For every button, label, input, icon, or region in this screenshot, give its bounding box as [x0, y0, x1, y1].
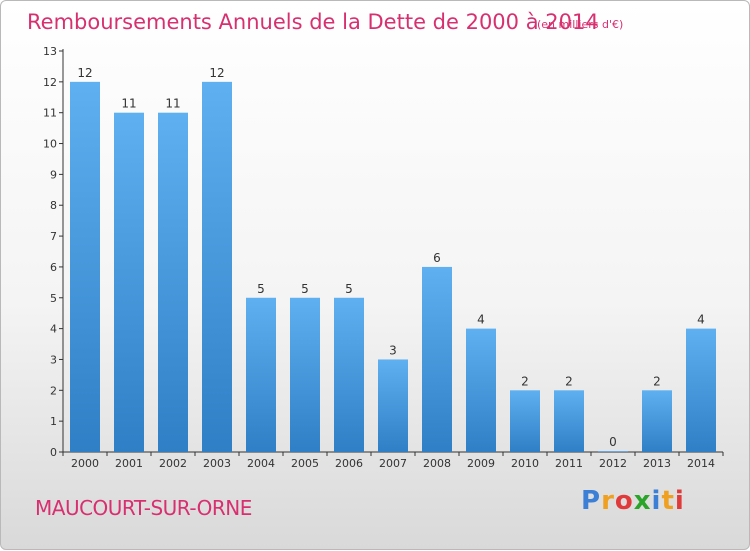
bar-value-label: 2: [565, 374, 573, 388]
bar-2002: [158, 112, 188, 452]
bar-value-label: 12: [77, 66, 92, 80]
bar-value-label: 4: [697, 313, 705, 327]
bar-2009: [466, 328, 496, 452]
bar-2000: [70, 81, 100, 452]
bar-value-label: 0: [609, 435, 617, 449]
x-tick-label: 2013: [643, 457, 671, 470]
x-tick-label: 2001: [115, 457, 143, 470]
y-tick-label: 9: [50, 168, 57, 181]
x-tick-label: 2006: [335, 457, 363, 470]
bar-2001: [114, 112, 144, 452]
bar-value-label: 2: [653, 374, 661, 388]
y-tick-label: 5: [50, 292, 57, 305]
bar-value-label: 5: [345, 282, 353, 296]
x-tick-label: 2004: [247, 457, 275, 470]
bar-2012: [598, 451, 628, 452]
bar-2004: [246, 297, 276, 452]
y-tick-label: 2: [50, 384, 57, 397]
bar-value-label: 11: [121, 97, 136, 111]
bar-2014: [686, 328, 716, 452]
bar-2010: [510, 390, 540, 452]
x-tick-label: 2012: [599, 457, 627, 470]
bar-value-label: 5: [301, 282, 309, 296]
y-tick-label: 6: [50, 261, 57, 274]
x-tick-label: 2007: [379, 457, 407, 470]
bar-value-label: 11: [165, 97, 180, 111]
bar-value-label: 6: [433, 251, 441, 265]
logo-letter: t: [661, 486, 675, 516]
x-tick-label: 2000: [71, 457, 99, 470]
proxiti-logo: Proxiti: [581, 486, 685, 516]
y-tick-label: 8: [50, 199, 57, 212]
x-tick-label: 2009: [467, 457, 495, 470]
y-tick-label: 10: [43, 138, 57, 151]
bar-2008: [422, 266, 452, 452]
x-tick-label: 2002: [159, 457, 187, 470]
y-tick-label: 11: [43, 107, 57, 120]
chart-subtitle: (en milliers d'€): [537, 18, 623, 31]
bars: 12 11 11 12 5 5 5 3 6 4 2 2 0 2 4: [70, 66, 716, 452]
bar-2013: [642, 390, 672, 452]
x-tick-label: 2010: [511, 457, 539, 470]
y-tick-label: 4: [50, 323, 57, 336]
bar-2005: [290, 297, 320, 452]
x-tick-label: 2011: [555, 457, 583, 470]
bar-value-label: 5: [257, 282, 265, 296]
bar-value-label: 4: [477, 313, 485, 327]
bar-value-label: 3: [389, 343, 397, 357]
x-tick-label: 2003: [203, 457, 231, 470]
x-tick-label: 2008: [423, 457, 451, 470]
chart-title: Remboursements Annuels de la Dette de 20…: [27, 10, 599, 34]
bar-value-label: 12: [209, 66, 224, 80]
bar-value-label: 2: [521, 374, 529, 388]
bar-2007: [378, 359, 408, 452]
logo-letter: i: [651, 486, 662, 516]
logo-letter: r: [601, 486, 615, 516]
logo-letter: o: [614, 486, 634, 516]
bar-2011: [554, 390, 584, 452]
logo-letter: P: [581, 486, 602, 516]
y-tick-label: 7: [50, 230, 57, 243]
logo-letter: x: [633, 486, 652, 516]
y-tick-label: 12: [43, 76, 57, 89]
bar-2003: [202, 81, 232, 452]
y-tick-label: 0: [50, 446, 57, 459]
bar-2006: [334, 297, 364, 452]
x-tick-label: 2014: [687, 457, 715, 470]
y-tick-label: 1: [50, 415, 57, 428]
x-ticks: 2000 2001 2002 2003 2004 2005 2006 2007 2008 2009…: [62, 452, 724, 470]
y-tick-label: 3: [50, 353, 57, 366]
logo-letter: i: [674, 486, 685, 516]
y-tick-label: 13: [43, 45, 57, 58]
x-tick-label: 2005: [291, 457, 319, 470]
commune-name: MAUCOURT-SUR-ORNE: [35, 496, 252, 520]
